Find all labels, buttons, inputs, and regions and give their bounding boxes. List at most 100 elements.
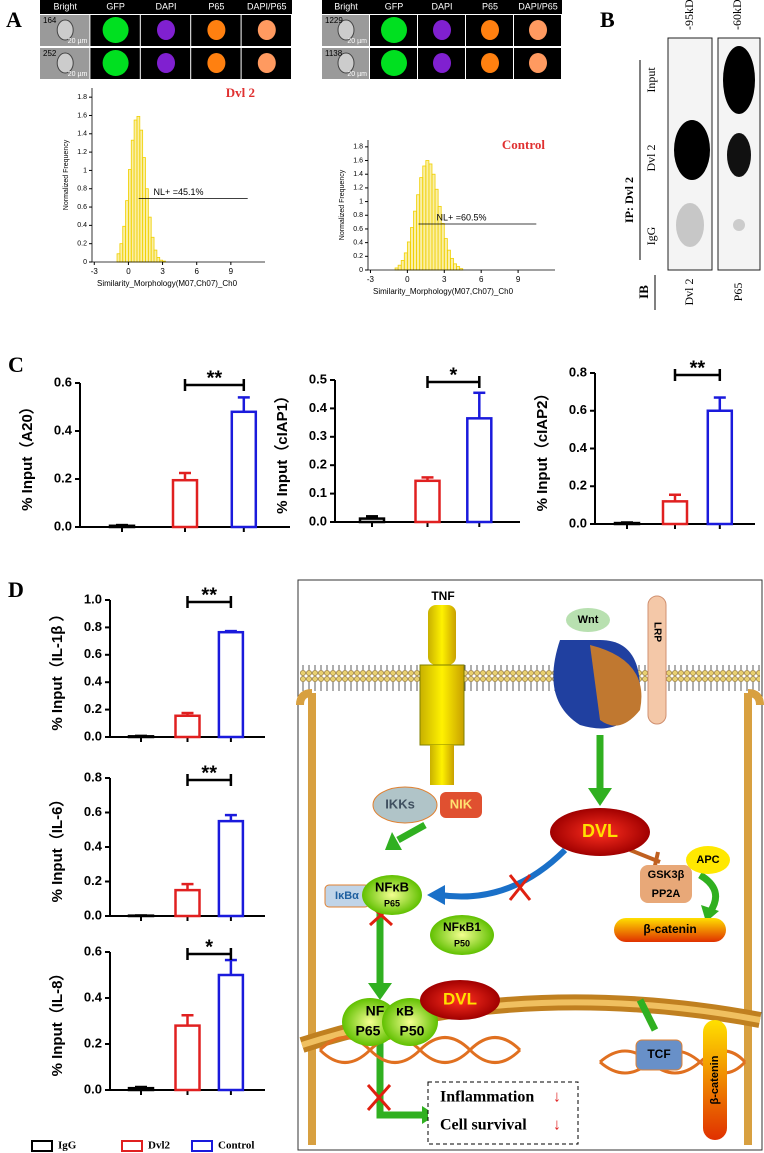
bar [174, 888, 201, 918]
histogram-bar [443, 238, 448, 271]
histogram-bar [142, 157, 146, 263]
significance-bracket [426, 376, 481, 388]
label: GSK3β [648, 869, 685, 881]
cell [157, 53, 175, 73]
histogram-bar [119, 243, 124, 263]
bar [706, 409, 734, 526]
y-tick-label: 1.2 [353, 185, 363, 192]
y-tick-label: 0.0 [84, 728, 102, 743]
y-tick-label: 0.4 [84, 989, 103, 1004]
y-tick-label: 0.6 [84, 646, 102, 661]
blot-band [727, 133, 751, 177]
label: β-catenin [643, 922, 696, 936]
blot-band [674, 120, 710, 180]
nfkb [362, 875, 422, 915]
label: DVL [582, 821, 618, 841]
channel-label: DAPI [431, 1, 452, 11]
beta-catenin [703, 1020, 727, 1140]
y-tick-label: 0.4 [84, 838, 103, 853]
significance: * [205, 936, 213, 958]
histogram-bar [128, 169, 132, 263]
histogram-bar [431, 173, 436, 271]
label: LRP [651, 622, 662, 642]
y-tick-label: 1.4 [353, 171, 363, 178]
histogram-bar [139, 129, 144, 263]
y-tick-label: 1.4 [77, 131, 87, 138]
y-tick-label: 0.2 [84, 701, 102, 716]
x-tick-label: 9 [229, 267, 234, 276]
legend: IgG Dvl2 Control [31, 1140, 254, 1152]
bar [230, 410, 258, 529]
histogram-bar [130, 139, 135, 263]
nfkb1 [430, 915, 494, 955]
bar [174, 1024, 201, 1092]
outcome-box [427, 1081, 579, 1145]
y-tick-label: 0.4 [77, 222, 87, 229]
y-tick-label: 0 [83, 259, 87, 266]
channel-label: P65 [482, 1, 498, 11]
y-tick-label: 0.8 [84, 619, 102, 634]
histogram-bar [147, 216, 152, 263]
arrowhead [427, 885, 445, 905]
pathway-diagram: TNF Wnt LRP IKKs NIK DVL IκBα NFκB P65 N… [296, 579, 764, 1151]
scale-label: 20 µm [347, 71, 367, 78]
panel-label: D [8, 577, 24, 602]
histogram-bar [156, 257, 161, 263]
legend-label: Dvl2 [148, 1140, 171, 1152]
cell [56, 52, 74, 74]
x-tick-label: 0 [126, 267, 131, 276]
panel-label: C [8, 352, 24, 377]
blot-band [723, 46, 755, 114]
western-blot: -95kDa -60kDa Input Dvl 2 IgG IP: Dvl 2 … [622, 0, 761, 310]
label: TNF [431, 589, 454, 603]
cell [381, 50, 407, 76]
x-axis-label: Similarity_Morphology(M07,Ch07)_Ch0 [97, 279, 238, 288]
label: P50 [454, 938, 470, 948]
histogram-bar [116, 253, 121, 263]
scale-label: 20 µm [68, 71, 88, 78]
channel-label: DAPI [155, 1, 176, 11]
cell [529, 20, 547, 40]
label: ↓ [553, 1089, 561, 1106]
y-tick-label: 0.2 [309, 457, 327, 472]
histogram-bar [446, 249, 451, 271]
y-tick-label: 0.0 [84, 907, 102, 922]
x-tick-label: 9 [516, 275, 521, 284]
bar [466, 417, 493, 524]
bar [174, 714, 201, 739]
bar [217, 630, 245, 739]
y-axis-label: % Input（cIAP1） [273, 388, 291, 514]
channel-label: Bright [334, 1, 358, 11]
label: Wnt [578, 614, 599, 626]
label: APC [696, 854, 719, 866]
y-tick-label: 0.6 [569, 402, 587, 417]
label: NFκB [375, 879, 409, 894]
cell [481, 53, 499, 73]
tnf [428, 605, 456, 665]
histogram-bar [413, 210, 417, 271]
bar [358, 517, 386, 524]
blot-lane-label: Dvl 2 [682, 279, 696, 306]
cell [433, 53, 451, 73]
cell [381, 17, 407, 43]
cell-id: 252 [43, 49, 57, 58]
y-tick-label: 0.5 [309, 371, 327, 386]
beta-catenin [614, 918, 726, 942]
channel-label: P65 [208, 1, 224, 11]
x-tick-label: -3 [367, 275, 375, 284]
frizzled [590, 645, 642, 726]
ikks [372, 786, 438, 824]
y-tick-label: 0.0 [569, 515, 587, 530]
y-tick-label: 1.8 [353, 144, 363, 151]
bar [217, 819, 245, 918]
cell [207, 53, 226, 73]
y-tick-label: 1 [83, 167, 87, 174]
label: β-catenin [709, 1055, 721, 1104]
significance-bracket [183, 379, 246, 391]
label: PP2A [652, 888, 681, 900]
y-tick-label: 0.1 [309, 485, 327, 500]
panel-label: A [6, 7, 22, 32]
tnf-receptor [430, 745, 454, 785]
bar [127, 1086, 155, 1092]
x-tick-label: 6 [194, 267, 199, 276]
